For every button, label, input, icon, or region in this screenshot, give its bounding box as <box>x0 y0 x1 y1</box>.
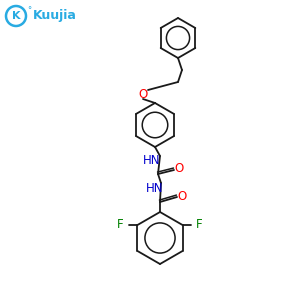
Text: Kuujia: Kuujia <box>33 10 77 22</box>
Text: F: F <box>196 218 203 230</box>
Text: HN: HN <box>146 182 164 194</box>
Text: O: O <box>138 88 148 101</box>
Text: F: F <box>117 218 124 230</box>
Text: HN: HN <box>143 154 161 166</box>
Text: K: K <box>12 11 20 21</box>
Text: °: ° <box>27 7 31 16</box>
Text: O: O <box>174 163 184 176</box>
Text: O: O <box>177 190 187 202</box>
